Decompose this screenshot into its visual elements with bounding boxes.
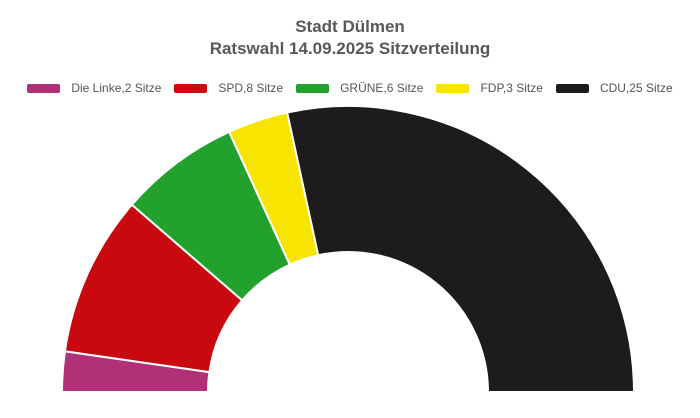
legend-item-die-linke[interactable]: Die Linke,2 Sitze bbox=[27, 81, 161, 95]
legend-swatch-die-linke bbox=[27, 83, 61, 93]
legend-item-spd[interactable]: SPD,8 Sitze bbox=[174, 81, 283, 95]
segment-cdu[interactable] bbox=[286, 105, 636, 393]
legend-swatch-grune bbox=[296, 83, 330, 93]
legend: Die Linke,2 Sitze SPD,8 Sitze GRÜNE,6 Sitz… bbox=[0, 81, 700, 95]
legend-label-fdp: FDP,3 Sitze bbox=[480, 81, 543, 95]
legend-label-cdu: CDU,25 Sitze bbox=[599, 81, 673, 95]
chart-subtitle: Ratswahl 14.09.2025 Sitzverteilung bbox=[209, 39, 491, 58]
chart-title-block: Stadt Dülmen Ratswahl 14.09.2025 Sitzver… bbox=[0, 16, 700, 60]
chart-title: Stadt Dülmen bbox=[295, 17, 405, 36]
legend-item-grune[interactable]: GRÜNE,6 Sitze bbox=[296, 81, 423, 95]
legend-item-cdu[interactable]: CDU,25 Sitze bbox=[555, 81, 673, 95]
legend-swatch-spd bbox=[174, 83, 208, 93]
legend-swatch-cdu bbox=[555, 83, 589, 93]
legend-label-spd: SPD,8 Sitze bbox=[218, 81, 284, 95]
legend-label-die-linke: Die Linke,2 Sitze bbox=[71, 81, 162, 95]
legend-swatch-fdp bbox=[436, 83, 470, 93]
legend-item-fdp[interactable]: FDP,3 Sitze bbox=[436, 81, 543, 95]
legend-label-grune: GRÜNE,6 Sitze bbox=[340, 81, 424, 95]
